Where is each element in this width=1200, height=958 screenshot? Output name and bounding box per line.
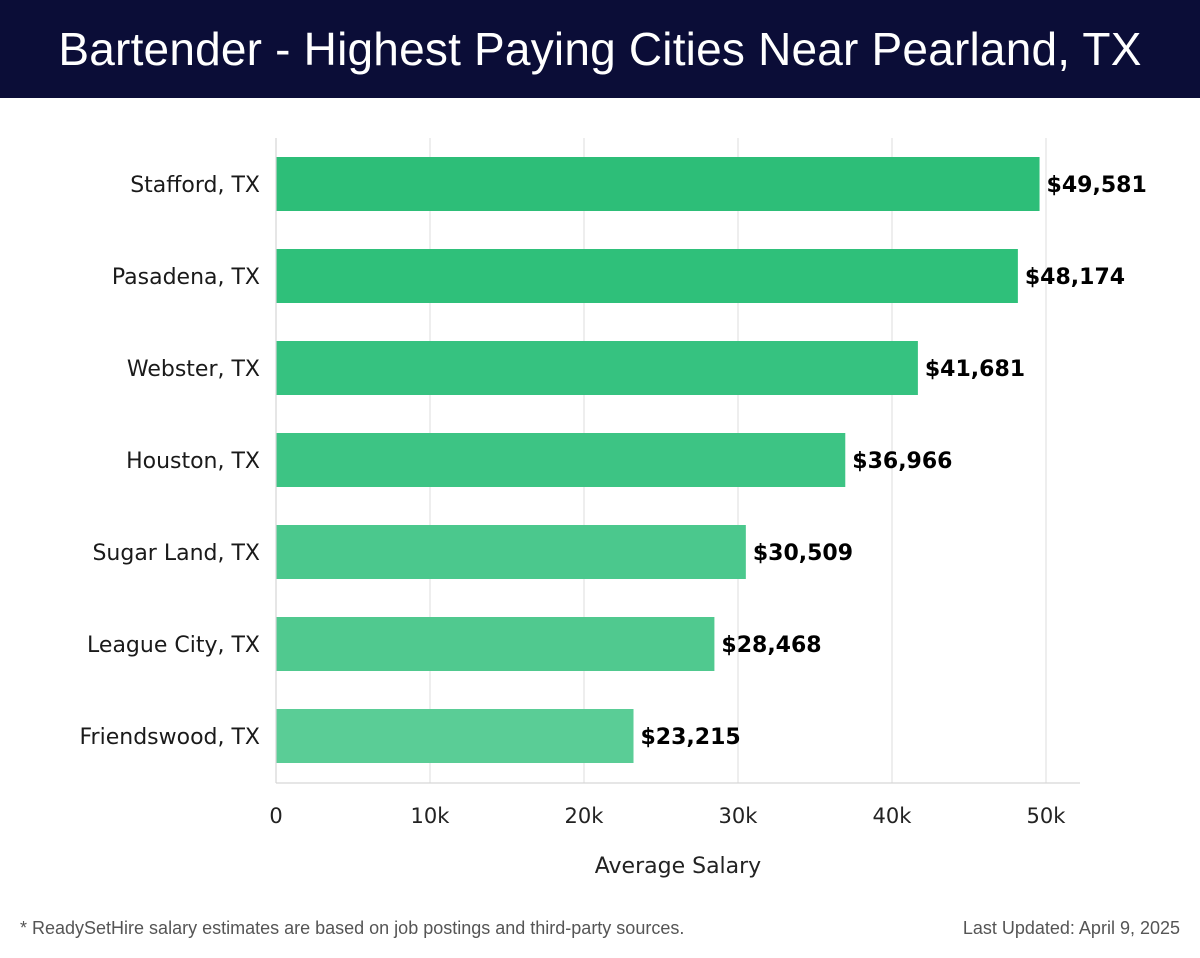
x-axis-title: Average Salary <box>595 854 761 879</box>
category-label-webster-tx: Webster, TX <box>127 357 260 382</box>
bar-sugar-land-tx <box>276 525 746 579</box>
bar-friendswood-tx <box>276 709 634 763</box>
source-footnote: * ReadySetHire salary estimates are base… <box>20 918 685 938</box>
x-tick-label-30k: 30k <box>719 804 759 828</box>
bars <box>276 157 1040 763</box>
category-label-pasadena-tx: Pasadena, TX <box>112 265 260 290</box>
bar-webster-tx <box>276 341 918 395</box>
x-tick-label-50k: 50k <box>1027 804 1067 828</box>
chart-header: Bartender - Highest Paying Cities Near P… <box>0 0 1200 98</box>
x-tick-label-0: 0 <box>269 804 282 828</box>
axes <box>275 138 1080 784</box>
category-label-stafford-tx: Stafford, TX <box>130 173 260 198</box>
chart-title: Bartender - Highest Paying Cities Near P… <box>58 23 1142 75</box>
category-label-league-city-tx: League City, TX <box>87 633 260 658</box>
bar-stafford-tx <box>276 157 1040 211</box>
x-tick-label-20k: 20k <box>565 804 605 828</box>
last-updated: Last Updated: April 9, 2025 <box>962 918 1180 938</box>
x-tick-label-40k: 40k <box>873 804 913 828</box>
value-label-webster-tx: $41,681 <box>925 357 1025 382</box>
value-label-stafford-tx: $49,581 <box>1047 173 1147 198</box>
x-tick-label-10k: 10k <box>411 804 451 828</box>
value-label-pasadena-tx: $48,174 <box>1025 265 1125 290</box>
bar-houston-tx <box>276 433 846 487</box>
category-label-houston-tx: Houston, TX <box>126 449 260 474</box>
bar-chart: 0 10k 20k 30k 40k 50k Average Salary Stafford, … <box>80 138 1147 879</box>
value-label-sugar-land-tx: $30,509 <box>753 541 853 566</box>
bar-league-city-tx <box>276 617 715 671</box>
category-label-sugar-land-tx: Sugar Land, TX <box>92 541 260 566</box>
bar-pasadena-tx <box>276 249 1018 303</box>
value-label-friendswood-tx: $23,215 <box>641 725 741 750</box>
value-label-league-city-tx: $28,468 <box>721 633 821 658</box>
value-label-houston-tx: $36,966 <box>852 449 952 474</box>
category-label-friendswood-tx: Friendswood, TX <box>80 725 261 750</box>
labels: 0 10k 20k 30k 40k 50k Average Salary Stafford, … <box>80 173 1147 879</box>
